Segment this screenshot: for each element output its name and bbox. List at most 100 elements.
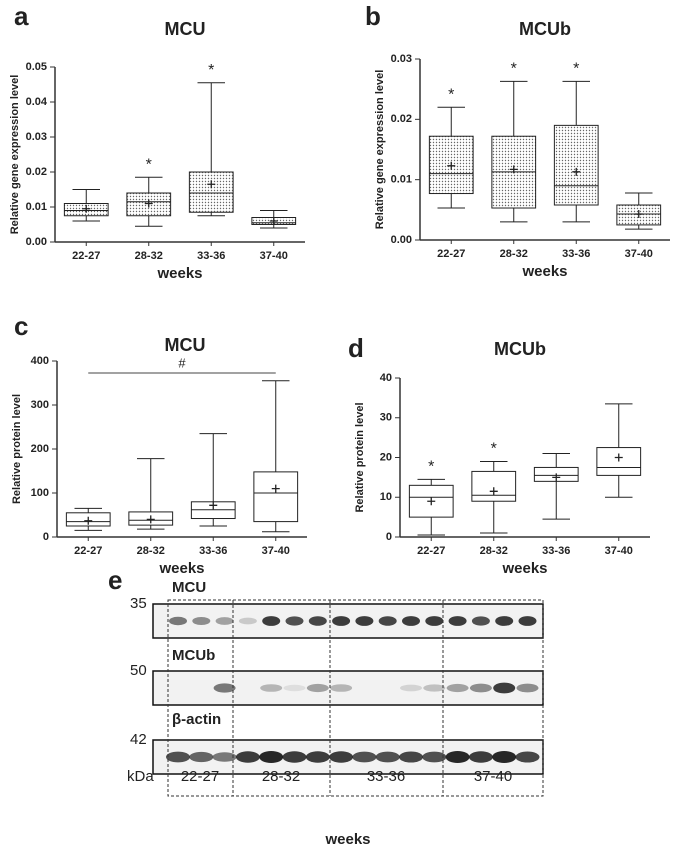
y-axis-label: Relative protein level — [354, 402, 366, 512]
box — [188, 171, 234, 213]
y-axis-label: Relative gene expression level — [9, 75, 21, 235]
y-tick-label: 400 — [31, 355, 49, 367]
panel-label: a — [14, 1, 29, 31]
y-axis-label: Relative gene expression level — [374, 70, 386, 230]
blot-band — [422, 751, 447, 763]
x-axis-label: weeks — [521, 263, 567, 280]
blot-band — [212, 752, 237, 762]
y-tick-label: 0.01 — [26, 201, 47, 213]
x-tick-label: 22-27 — [437, 248, 465, 260]
y-tick-label: 0.02 — [391, 113, 412, 125]
blot-band — [262, 616, 281, 626]
significance-star: * — [448, 86, 454, 103]
y-tick-label: 0.03 — [391, 53, 412, 65]
significance-star: * — [511, 61, 517, 78]
x-tick-label: 37-40 — [625, 248, 653, 260]
y-tick-label: 300 — [31, 399, 49, 411]
blot-band — [306, 683, 329, 693]
x-tick-label: 37-40 — [262, 545, 290, 557]
x-tick-label: 37-40 — [260, 250, 288, 262]
mean-marker — [269, 217, 278, 225]
y-tick-label: 0 — [43, 531, 49, 543]
blot-band — [352, 751, 377, 763]
blot-band — [330, 684, 353, 692]
blot-band — [468, 751, 493, 763]
blot-band — [285, 616, 304, 626]
panel-label: c — [14, 311, 28, 341]
y-tick-label: 0.05 — [26, 61, 47, 73]
x-axis-label: weeks — [156, 265, 202, 282]
x-tick-label: 33-36 — [199, 545, 227, 557]
y-tick-label: 20 — [380, 451, 392, 463]
blot-band — [329, 751, 354, 763]
blot-band — [332, 616, 351, 626]
blot-band — [493, 682, 516, 694]
blot-band — [375, 751, 400, 763]
significance-star: * — [573, 61, 579, 78]
blot-band — [425, 616, 444, 626]
mean-marker — [207, 180, 216, 189]
blot-band — [492, 751, 517, 763]
x-tick-label: 22-27 — [72, 250, 100, 262]
x-tick-label: 28-32 — [480, 545, 508, 557]
bracket-label: # — [178, 355, 186, 370]
mean-marker — [634, 210, 643, 219]
blot-band — [402, 616, 420, 626]
x-tick-label: 33-36 — [562, 248, 590, 260]
x-tick-label: 28-32 — [137, 545, 165, 557]
chart-title: MCU — [165, 19, 206, 39]
blot-band — [235, 751, 260, 763]
blot-band — [189, 751, 214, 763]
panel-label: d — [348, 333, 364, 363]
x-axis-label: weeks — [501, 560, 547, 577]
group-label: 22-27 — [181, 768, 219, 785]
mean-marker — [447, 161, 456, 170]
x-tick-label: 33-36 — [542, 545, 570, 557]
y-axis-label: Relative protein level — [11, 394, 23, 504]
blot-band — [355, 616, 374, 626]
mean-marker — [572, 167, 581, 176]
x-axis-label: weeks — [158, 560, 204, 577]
blot-band — [469, 683, 492, 693]
kda-label: 35 — [130, 595, 147, 612]
y-tick-label: 0.01 — [391, 174, 412, 186]
x-tick-label: 22-27 — [74, 545, 102, 557]
blot-band — [448, 616, 467, 626]
panel-label: e — [108, 565, 122, 595]
blot-band — [166, 751, 190, 763]
blot-band — [259, 751, 284, 763]
row-label: MCU — [172, 579, 206, 596]
blot-band — [495, 616, 514, 626]
kda-label: 42 — [130, 731, 147, 748]
blot-band — [471, 616, 490, 626]
box — [253, 471, 299, 523]
mean-marker — [614, 453, 623, 462]
blot-band — [282, 751, 307, 763]
blot-band — [305, 751, 330, 763]
blot-band — [400, 684, 422, 692]
y-tick-label: 0.02 — [26, 166, 47, 178]
mean-marker — [84, 516, 93, 525]
mean-marker — [209, 501, 218, 510]
chart-title: MCUb — [519, 19, 571, 39]
unit-label: kDa — [127, 768, 154, 785]
significance-star: * — [208, 62, 214, 79]
kda-label: 50 — [130, 662, 147, 679]
significance-star: * — [491, 441, 497, 458]
blot-band — [518, 616, 537, 626]
blot-band — [215, 617, 234, 625]
mean-marker — [144, 199, 153, 208]
y-tick-label: 0.00 — [26, 236, 47, 248]
group-label: 37-40 — [474, 768, 512, 785]
y-tick-label: 0.00 — [391, 234, 412, 246]
box — [553, 124, 599, 206]
x-axis-label: weeks — [324, 831, 370, 848]
blot-band — [308, 616, 327, 626]
blot-band — [446, 683, 469, 693]
y-tick-label: 100 — [31, 487, 49, 499]
mean-marker — [489, 487, 498, 496]
blot-band — [515, 751, 540, 763]
group-frame — [167, 599, 544, 797]
mean-marker — [271, 484, 280, 493]
